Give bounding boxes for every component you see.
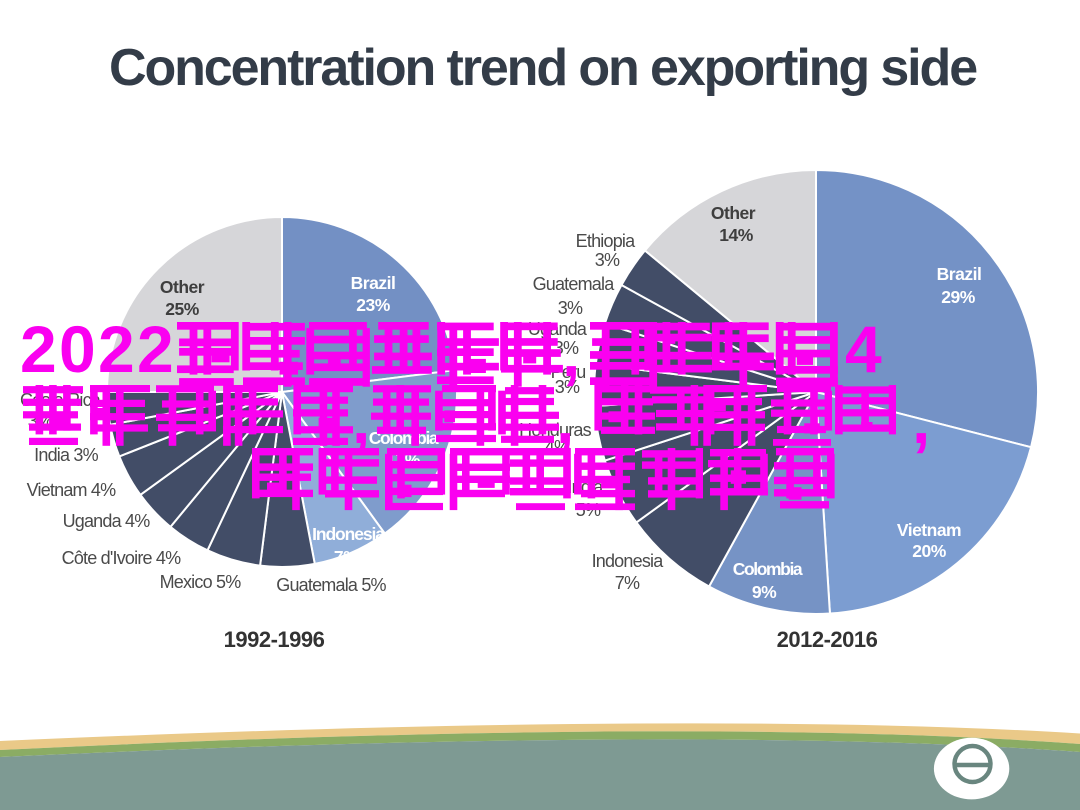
- svg-text:3%: 3%: [555, 377, 580, 397]
- svg-text:7%: 7%: [615, 573, 640, 593]
- svg-text:1992-1996: 1992-1996: [224, 627, 325, 652]
- svg-text:Colombia: Colombia: [733, 559, 803, 579]
- svg-text:Other: Other: [160, 277, 205, 297]
- svg-text:India 3%: India 3%: [34, 445, 98, 465]
- svg-text:Mexico 5%: Mexico 5%: [160, 572, 242, 592]
- svg-text:2022: 2022: [20, 312, 176, 386]
- svg-text:,: ,: [562, 316, 580, 390]
- svg-text:3%: 3%: [558, 298, 583, 318]
- svg-text:25%: 25%: [165, 299, 199, 319]
- svg-text:14%: 14%: [719, 225, 753, 245]
- svg-text:Côte d'Ivoire 4%: Côte d'Ivoire 4%: [62, 548, 181, 568]
- svg-text:3%: 3%: [595, 250, 620, 270]
- svg-text:Brazil: Brazil: [937, 264, 982, 284]
- svg-text:Guatemala 5%: Guatemala 5%: [276, 575, 386, 595]
- svg-text:Brazil: Brazil: [351, 273, 396, 293]
- svg-text:,: ,: [352, 383, 370, 457]
- svg-text:9%: 9%: [752, 582, 777, 602]
- svg-text:20%: 20%: [912, 541, 946, 561]
- svg-text:2012-2016: 2012-2016: [777, 627, 878, 652]
- svg-text:4: 4: [845, 312, 882, 386]
- svg-text:29%: 29%: [941, 287, 975, 307]
- svg-text:7%: 7%: [334, 547, 359, 567]
- svg-text:Vietnam 4%: Vietnam 4%: [27, 480, 117, 500]
- svg-text:Uganda 4%: Uganda 4%: [63, 511, 151, 531]
- svg-text:,: ,: [556, 383, 574, 457]
- svg-text:Indonesia: Indonesia: [592, 551, 665, 571]
- svg-text:Vietnam: Vietnam: [897, 520, 961, 540]
- svg-text:Other: Other: [711, 203, 756, 223]
- svg-text:Guatemala: Guatemala: [533, 274, 616, 294]
- svg-text:Ethiopia: Ethiopia: [576, 231, 636, 251]
- svg-text:Indonesia: Indonesia: [312, 524, 385, 544]
- svg-text:,: ,: [912, 383, 930, 457]
- svg-text:23%: 23%: [356, 295, 390, 315]
